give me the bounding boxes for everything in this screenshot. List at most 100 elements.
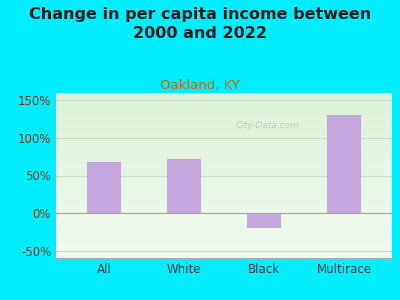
Bar [56,228,392,230]
Bar [56,248,392,250]
Bar [56,255,392,256]
Bar [56,200,392,202]
Bar [56,174,392,176]
Bar [56,156,392,157]
Bar [56,217,392,218]
Bar [56,205,392,207]
Bar [56,121,392,123]
Bar [56,243,392,245]
Bar [56,184,392,185]
Bar [56,162,392,164]
Bar [56,223,392,225]
Bar [56,101,392,103]
Bar [56,199,392,200]
Bar [56,106,392,108]
Bar [56,94,392,96]
Bar [56,167,392,169]
Bar [56,116,392,118]
Bar [56,154,392,156]
Bar [56,194,392,195]
Bar [56,232,392,233]
Bar [56,230,392,232]
Bar [167,159,201,213]
Bar [56,218,392,220]
Bar [56,136,392,137]
Bar [56,159,392,160]
Bar [56,225,392,227]
Bar [56,214,392,215]
Bar [56,157,392,159]
Bar [56,222,392,223]
Bar [56,123,392,124]
Bar [56,137,392,139]
Bar [56,189,392,190]
Bar [56,151,392,152]
Bar [56,114,392,116]
Bar [56,166,392,167]
Bar [56,98,392,100]
Bar [56,172,392,174]
Text: Oakland, KY: Oakland, KY [160,80,240,92]
Bar [56,129,392,131]
Bar [247,213,281,228]
Bar [56,192,392,194]
Bar [56,256,392,258]
Bar [56,220,392,222]
Bar [56,113,392,114]
Bar [327,116,361,213]
Bar [56,152,392,154]
Bar [56,93,392,94]
Bar [56,144,392,146]
Bar [56,190,392,192]
Bar [56,202,392,203]
Bar [56,164,392,166]
Bar [56,149,392,151]
Bar [56,203,392,205]
Bar [56,182,392,184]
Bar [56,235,392,236]
Bar [56,124,392,126]
Bar [56,242,392,243]
Bar [56,207,392,208]
Bar [56,245,392,246]
Bar [56,134,392,136]
Text: Change in per capita income between
2000 and 2022: Change in per capita income between 2000… [29,8,371,41]
Bar [56,197,392,199]
Bar [56,251,392,253]
Bar [56,208,392,210]
Bar [56,215,392,217]
Bar [56,227,392,228]
Bar [56,118,392,119]
Bar [56,246,392,248]
Bar [56,139,392,141]
Bar [56,177,392,179]
Bar [56,170,392,172]
Bar [56,126,392,128]
Bar [56,104,392,106]
Bar [56,133,392,134]
Bar [56,111,392,113]
Bar [56,240,392,242]
Bar [56,238,392,240]
Bar [56,146,392,147]
Bar [56,195,392,197]
Bar [56,212,392,214]
Bar [56,142,392,144]
Bar [56,141,392,142]
Bar [56,160,392,162]
Bar [56,169,392,170]
Bar [56,96,392,98]
Bar [56,185,392,187]
Bar [56,180,392,182]
Bar [56,110,392,111]
Bar [56,108,392,109]
Bar [56,176,392,177]
Bar [56,131,392,133]
Bar [56,119,392,121]
Bar [56,103,392,104]
Bar [56,187,392,189]
Text: City-Data.com: City-Data.com [236,122,300,130]
Bar [87,162,121,213]
Bar [56,253,392,255]
Bar [56,128,392,129]
